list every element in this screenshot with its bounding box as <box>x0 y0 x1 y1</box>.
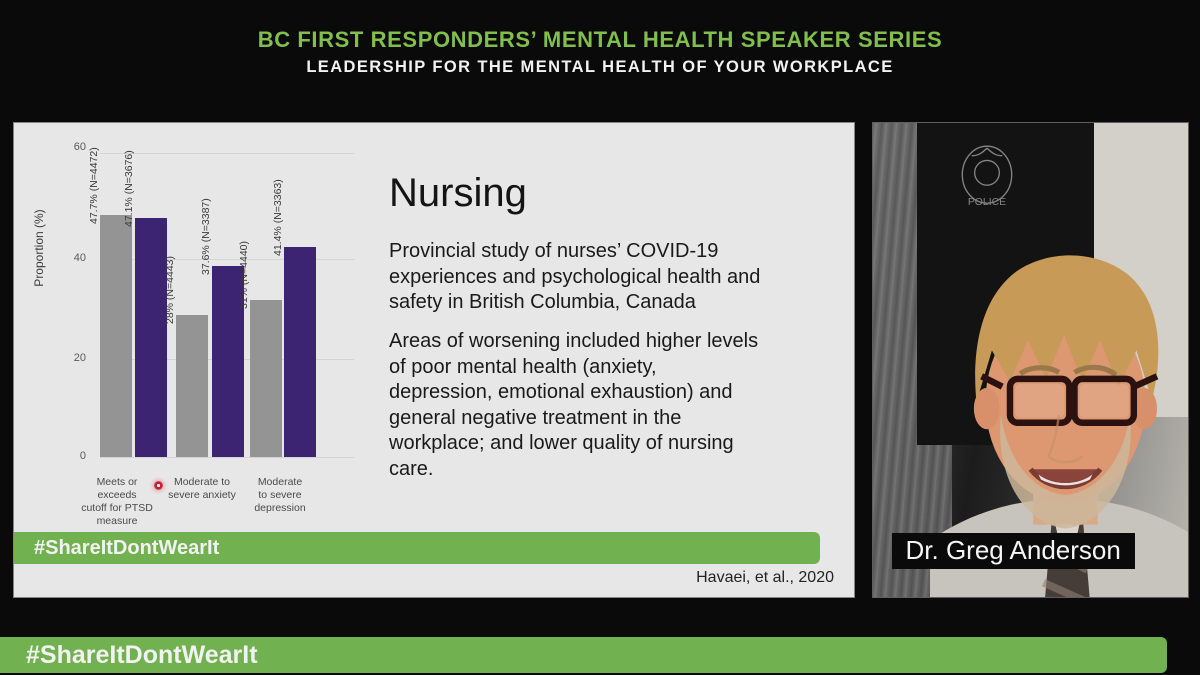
svg-text:POLICE: POLICE <box>967 197 1005 208</box>
